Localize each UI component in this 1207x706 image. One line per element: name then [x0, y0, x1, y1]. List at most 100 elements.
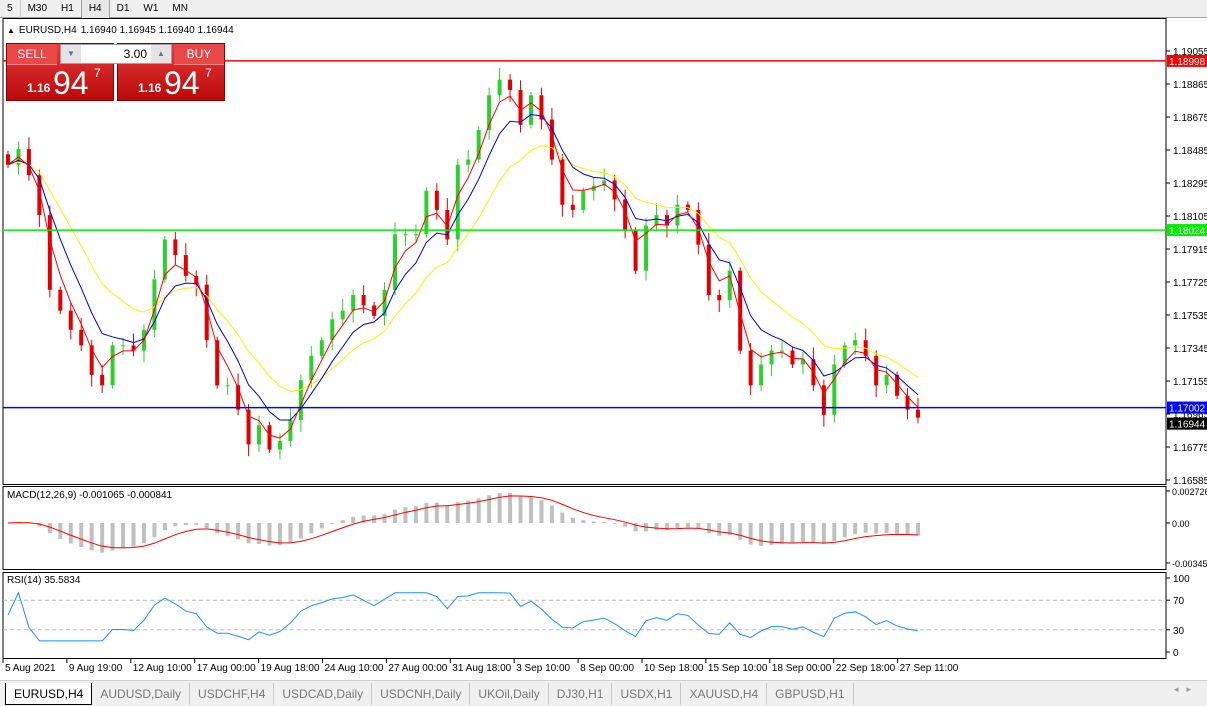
macd-histogram-bar	[727, 523, 732, 536]
chart-tab[interactable]: UKOil,Daily	[470, 683, 549, 705]
bear-candle	[194, 275, 199, 285]
time-tick-label: 10 Sep 18:00	[644, 663, 704, 674]
price-tick-label: 1.18485	[1173, 146, 1207, 157]
sell-price-frac: 7	[94, 66, 101, 80]
timeframe-d1[interactable]: D1	[116, 3, 130, 14]
macd-histogram-bar	[591, 521, 596, 523]
macd-histogram-bar	[487, 495, 492, 523]
timeframe-m30[interactable]: M30	[27, 3, 48, 14]
macd-histogram-bar	[351, 516, 356, 523]
macd-histogram-bar	[518, 496, 523, 523]
macd-histogram-bar	[319, 523, 324, 529]
bear-candle	[696, 209, 701, 245]
lot-increase-icon[interactable]: ▲	[151, 45, 171, 63]
lot-size-stepper: ▼ ▲	[60, 44, 172, 64]
chart-tab[interactable]: DJ30,H1	[549, 683, 613, 705]
time-tick-label: 18 Sep 00:00	[772, 663, 832, 674]
timeframe-5[interactable]: 5	[0, 0, 21, 18]
chart-tab[interactable]: USDCHF,H4	[190, 683, 275, 705]
time-tick-label: 12 Aug 10:00	[133, 663, 192, 674]
macd-signal-line	[7, 495, 919, 549]
bear-candle	[508, 79, 513, 91]
macd-histogram-bar	[706, 523, 711, 533]
bull-candle	[340, 310, 345, 320]
macd-histogram-bar	[476, 498, 481, 523]
macd-histogram-bar	[79, 523, 84, 547]
time-tick-label: 9 Aug 19:00	[69, 663, 123, 674]
bull-candle	[152, 279, 157, 330]
macd-histogram-bar	[340, 520, 345, 523]
bear-candle	[549, 119, 554, 160]
macd-histogram-bar	[152, 523, 157, 538]
rsi-tick-label: 30	[1173, 626, 1185, 637]
chart-tab[interactable]: AUDUSD,Daily	[92, 683, 191, 705]
chart-tab[interactable]: GBPUSD,H1	[767, 683, 854, 705]
macd-histogram-bar	[905, 523, 910, 535]
buy-button[interactable]: BUY 1.16 94 7	[117, 43, 225, 101]
bull-candle	[403, 234, 408, 236]
rsi-line	[7, 591, 919, 642]
bear-candle	[748, 350, 753, 386]
macd-histogram-bar	[549, 505, 554, 523]
bear-candle	[204, 284, 209, 341]
bull-candle	[727, 270, 732, 301]
price-tick-label: 1.17345	[1173, 344, 1207, 355]
lot-decrease-icon[interactable]: ▼	[61, 45, 81, 63]
bull-candle	[162, 239, 167, 280]
bear-candle	[246, 409, 251, 445]
price-tick-label: 1.16965	[1173, 410, 1207, 421]
bull-candle	[298, 380, 303, 421]
bear-candle	[215, 340, 220, 386]
macd-histogram-bar	[382, 514, 387, 523]
macd-histogram-bar	[685, 523, 690, 528]
chart-tab[interactable]: XAUUSD,H4	[681, 683, 768, 705]
chart-area[interactable]: 1.19055 1.18865 1.18675 1.18485 1.18295 1.181…	[0, 18, 1207, 678]
bull-candle	[121, 345, 126, 347]
bull-candle	[769, 350, 774, 365]
macd-histogram-bar	[539, 500, 544, 523]
tab-scroll-arrows-icon[interactable]: ◂▸	[1173, 684, 1199, 694]
bull-candle	[413, 234, 418, 236]
bear-candle	[633, 230, 638, 271]
bull-candle	[602, 180, 607, 186]
macd-histogram-bar	[790, 523, 795, 544]
bear-candle	[623, 199, 628, 231]
bull-candle	[424, 190, 429, 235]
bull-candle	[277, 440, 282, 450]
macd-histogram-bar	[110, 523, 115, 551]
price-tick-label: 1.17915	[1173, 245, 1207, 256]
macd-histogram-bar	[37, 523, 42, 527]
chart-tabs: EURUSD,H4 AUDUSD,Daily USDCHF,H4 USDCAD,Dai…	[0, 680, 1207, 706]
ma-mid-line	[7, 114, 919, 421]
macd-histogram-bar	[141, 523, 146, 544]
macd-histogram-bar	[916, 523, 920, 536]
bull-candle	[581, 190, 586, 210]
macd-histogram-bar	[47, 523, 52, 534]
timeframe-h1[interactable]: H1	[61, 3, 74, 14]
price-tick-label: 1.18675	[1173, 113, 1207, 124]
timeframe-mn[interactable]: MN	[172, 3, 188, 14]
time-tick-label: 3 Sep 10:00	[516, 663, 570, 674]
lot-size-input[interactable]	[81, 45, 151, 63]
current-price-label: 1.16944	[1169, 420, 1206, 431]
chart-tab[interactable]: EURUSD,H4	[5, 683, 93, 705]
time-tick-label: 15 Sep 10:00	[708, 663, 768, 674]
bull-candle	[759, 364, 764, 386]
macd-histogram-bar	[560, 512, 565, 523]
chart-tab[interactable]: USDCAD,Daily	[274, 683, 373, 705]
time-tick-label: 17 Aug 00:00	[197, 663, 256, 674]
macd-histogram-bar	[821, 523, 826, 544]
chart-tab[interactable]: USDX,H1	[612, 683, 682, 705]
macd-histogram-bar	[413, 505, 418, 523]
sell-price-big: 1.16	[27, 81, 51, 95]
collapse-triangle-icon[interactable]: ▲	[7, 26, 15, 35]
timeframe-h4[interactable]: H4	[80, 0, 110, 18]
bear-candle	[183, 255, 188, 276]
macd-histogram-bar	[236, 523, 241, 540]
chart-tab[interactable]: USDCNH,Daily	[372, 683, 471, 705]
timeframe-w1[interactable]: W1	[143, 3, 159, 14]
macd-histogram-bar	[162, 523, 167, 531]
bear-candle	[434, 190, 439, 210]
bull-candle	[288, 420, 293, 441]
bear-candle	[738, 270, 743, 351]
